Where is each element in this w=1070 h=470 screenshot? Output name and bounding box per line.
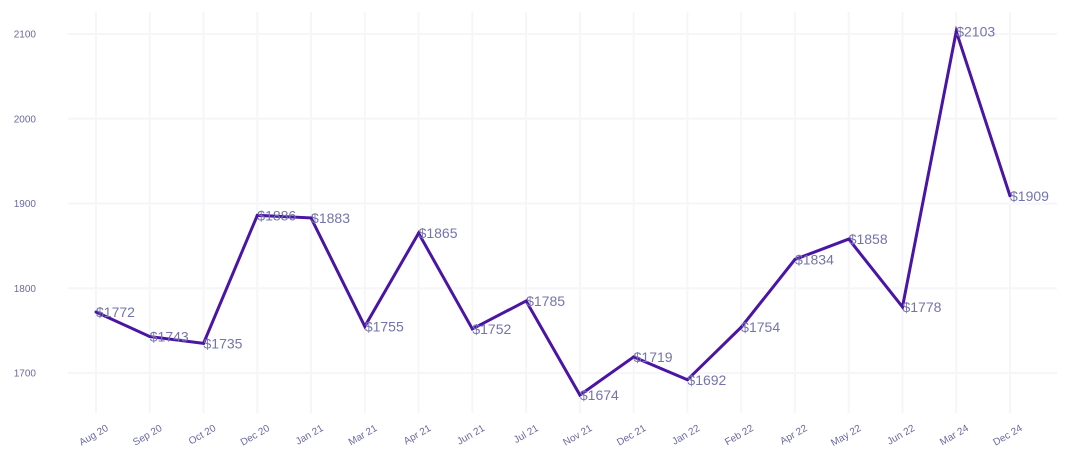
data-point	[632, 355, 636, 359]
data-point	[954, 29, 958, 33]
x-tick-label: Dec 21	[615, 423, 648, 449]
x-tick-label: Jan 21	[294, 423, 326, 448]
x-tick-label: Jun 22	[885, 423, 917, 448]
y-tick-label: 1900	[14, 199, 37, 210]
data-point	[685, 378, 689, 382]
data-label: $1858	[849, 231, 888, 247]
x-tick-label: Oct 20	[187, 423, 218, 447]
series-layer	[94, 25, 1012, 398]
data-label: $1743	[150, 329, 189, 345]
data-label: $1772	[96, 304, 135, 320]
x-tick-label: Apr 22	[778, 423, 809, 447]
x-tick-label: Feb 22	[723, 423, 756, 448]
x-tick-label: Aug 20	[78, 423, 111, 449]
y-tick-label: 1700	[14, 369, 37, 380]
data-point	[255, 213, 259, 217]
data-point	[363, 324, 367, 328]
y-axis: 1700 1800 1900 2000 2100	[14, 30, 37, 380]
grid-layer	[68, 12, 1057, 413]
y-tick-label: 1800	[14, 284, 37, 295]
x-tick-label: Nov 21	[561, 423, 594, 449]
data-point	[524, 299, 528, 303]
data-label: $2103	[956, 23, 995, 39]
data-point	[94, 310, 98, 314]
x-tick-label: Apr 21	[402, 423, 433, 447]
data-label: $1754	[741, 319, 780, 335]
data-point	[202, 341, 206, 345]
series-line	[95, 25, 1012, 398]
data-point	[470, 327, 474, 331]
data-point	[148, 335, 152, 339]
data-label: $1752	[472, 321, 511, 337]
data-point	[578, 393, 582, 397]
data-point	[900, 305, 904, 309]
x-tick-label: Dec 20	[239, 423, 272, 449]
x-tick-label: Mar 21	[347, 423, 380, 448]
x-tick-label: May 22	[829, 423, 863, 449]
data-point	[847, 237, 851, 241]
data-point	[1008, 194, 1012, 198]
x-tick-label: Jun 21	[455, 423, 487, 448]
x-axis: Aug 20 Sep 20 Oct 20 Dec 20 Jan 21 Mar 21 Apr …	[78, 423, 1025, 449]
data-label: $1692	[687, 372, 726, 388]
data-label: $1755	[365, 318, 404, 334]
y-tick-label: 2000	[14, 114, 37, 125]
data-label: $1778	[902, 299, 941, 315]
x-tick-label: Jan 22	[670, 423, 702, 448]
data-label: $1674	[580, 387, 619, 403]
data-label: $1735	[204, 335, 243, 351]
data-label: $1719	[634, 349, 673, 365]
data-labels: $1772 $1743 $1735 $1886 $1883 $1755 $1865 $1752…	[96, 23, 1049, 403]
x-tick-label: Jul 21	[512, 423, 541, 446]
data-point	[739, 325, 743, 329]
y-tick-label: 2100	[14, 30, 37, 41]
data-label: $1834	[795, 251, 834, 267]
data-label: $1909	[1010, 188, 1049, 204]
x-tick-label: Mar 24	[938, 423, 971, 448]
data-point	[417, 231, 421, 235]
data-point	[309, 216, 313, 220]
data-label: $1785	[526, 293, 565, 309]
data-label: $1865	[419, 225, 458, 241]
x-tick-label: Sep 20	[131, 423, 164, 449]
data-point	[793, 257, 797, 261]
data-label: $1883	[311, 210, 350, 226]
data-label: $1886	[257, 207, 296, 223]
x-tick-label: Dec 24	[992, 423, 1025, 449]
